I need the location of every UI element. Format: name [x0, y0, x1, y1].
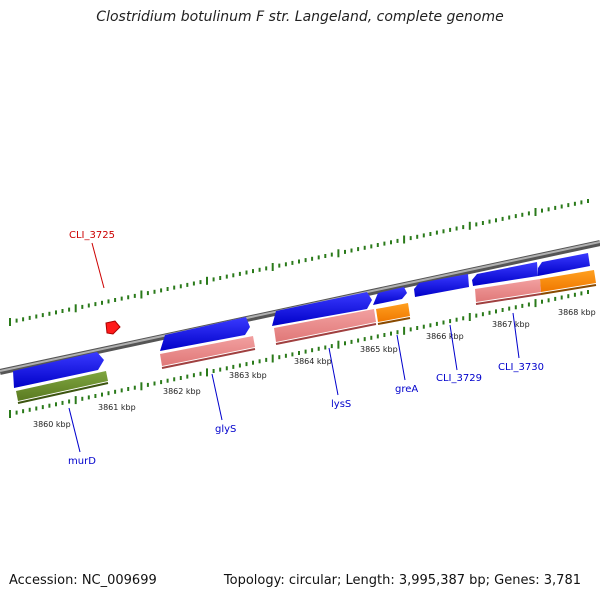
pink-feature-glys — [160, 336, 255, 366]
leader-cli-3725 — [91, 242, 105, 289]
leader-murd — [68, 407, 81, 453]
kbp-label-3860: 3860 kbp — [33, 420, 71, 429]
label-cli-3729[interactable]: CLI_3729 — [436, 373, 482, 384]
label-glys[interactable]: glyS — [215, 424, 236, 435]
gene-feature-cli-3729[interactable] — [414, 274, 469, 297]
kbp-label-3864: 3864 kbp — [294, 357, 332, 366]
gene-feature-murd[interactable] — [13, 352, 104, 388]
kbp-label-3862: 3862 kbp — [163, 387, 201, 396]
cli-3725-feature-marker[interactable] — [105, 320, 121, 335]
orange-feature-next-shadow — [540, 284, 597, 295]
leader-grea — [396, 334, 406, 381]
gene-feature-grea[interactable] — [373, 287, 407, 305]
label-grea[interactable]: greA — [395, 384, 418, 395]
lower-ruler-ticks — [9, 290, 589, 418]
genome-summary-text: Topology: circular; Length: 3,995,387 bp… — [223, 573, 581, 588]
kbp-label-3863: 3863 kbp — [229, 371, 267, 380]
leader-lyss — [328, 347, 339, 396]
gene-feature-next[interactable] — [538, 253, 590, 276]
pink-feature-glys-shadow — [161, 348, 256, 369]
pink-feature-cli-3730-shadow — [475, 293, 542, 305]
label-cli-3725[interactable]: CLI_3725 — [69, 230, 115, 241]
olive-feature — [16, 371, 108, 401]
gene-feature-glys[interactable] — [160, 317, 250, 351]
kbp-label-3865: 3865 kbp — [360, 345, 398, 354]
orange-feature-grea-shadow — [377, 317, 411, 325]
orange-feature-next — [540, 270, 596, 292]
gene-feature-cli-3730[interactable] — [472, 262, 538, 286]
kbp-label-3861: 3861 kbp — [98, 403, 136, 412]
label-murd[interactable]: murD — [68, 456, 96, 467]
leader-cli-3729 — [449, 324, 458, 371]
kbp-label-3867: 3867 kbp — [492, 320, 530, 329]
leader-glys — [211, 373, 223, 421]
olive-feature-shadow — [17, 382, 109, 404]
label-lyss[interactable]: lysS — [331, 399, 351, 410]
kbp-label-3868: 3868 kbp — [558, 308, 596, 317]
pink-feature-lyss-shadow — [275, 323, 377, 345]
gene-feature-lyss[interactable] — [272, 292, 372, 326]
accession-text: Accession: NC_009699 — [9, 573, 157, 588]
upper-ruler-ticks — [9, 199, 589, 326]
pink-feature-cli-3730 — [475, 279, 541, 302]
page-title: Clostridium botulinum F str. Langeland, … — [96, 9, 504, 25]
leader-cli-3730 — [512, 312, 520, 359]
orange-feature-grea — [376, 303, 410, 322]
label-cli-3730[interactable]: CLI_3730 — [498, 362, 544, 373]
pink-feature-lyss — [274, 309, 376, 342]
kbp-label-3866: 3866 kbp — [426, 332, 464, 341]
